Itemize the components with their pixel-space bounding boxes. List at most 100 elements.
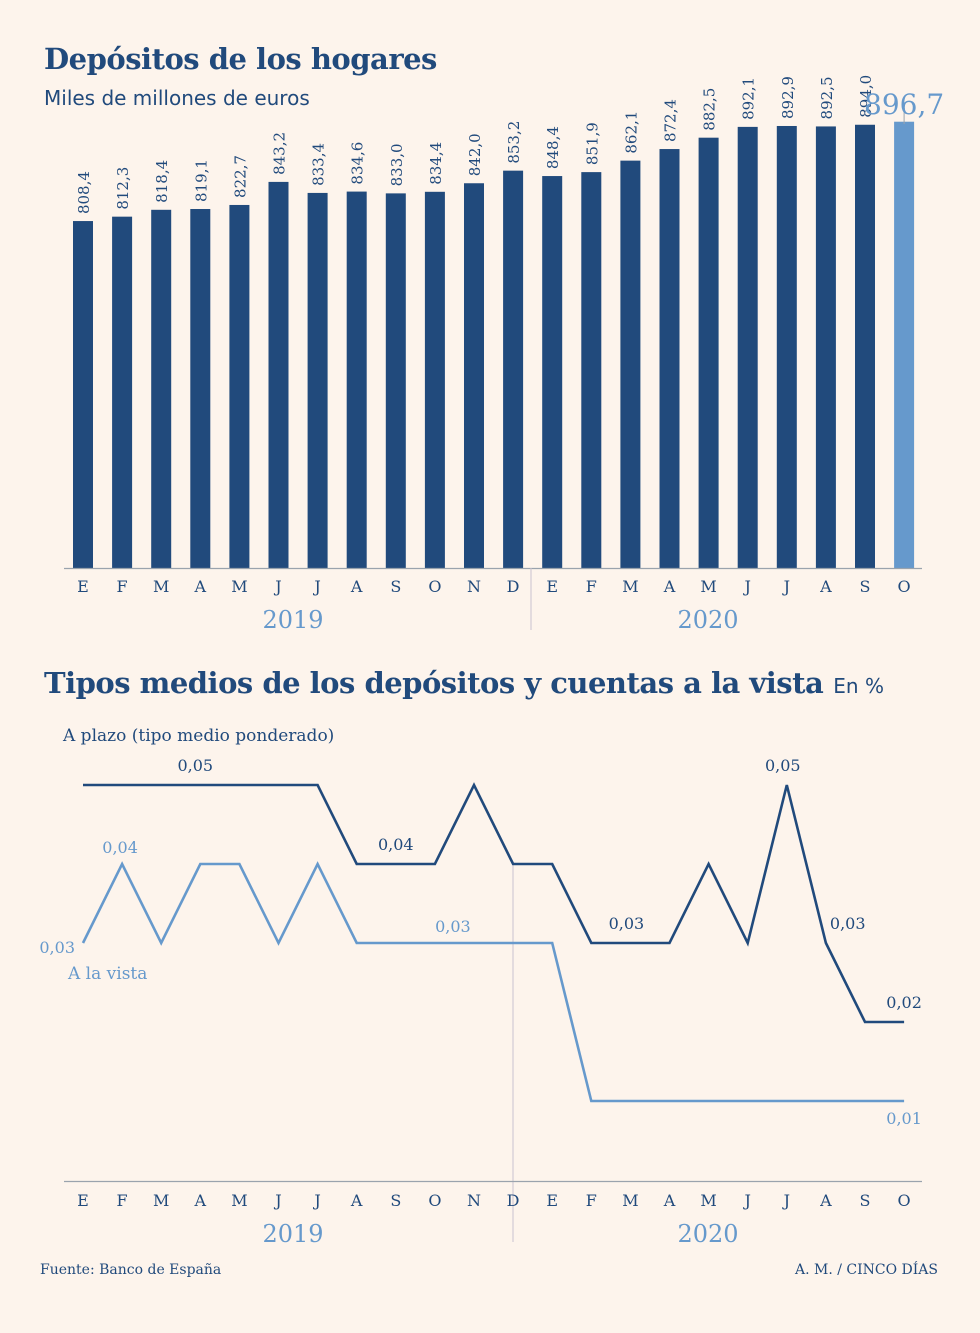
line-chart-title-text: Tipos medios de los depósitos y cuentas …	[44, 666, 824, 700]
a-plazo-value-label: 0,05	[765, 756, 801, 775]
source-note: Fuente: Banco de España	[40, 1262, 222, 1278]
bar-11	[464, 183, 484, 568]
x-tick-label: E	[77, 577, 89, 596]
bar-value-label: 862,1	[622, 111, 640, 154]
a-plazo-value-label: 0,04	[378, 835, 414, 854]
bar-3	[151, 209, 172, 569]
a-la-vista-value-label: 0,03	[435, 917, 471, 936]
bar-15	[620, 160, 641, 568]
bar-14	[581, 172, 602, 569]
a-plazo-value-label: 0,03	[609, 914, 645, 933]
bar-22	[894, 121, 915, 569]
x-tick-label: O	[898, 577, 911, 596]
x-tick-label: A	[663, 577, 676, 596]
x-tick-label: M	[700, 1191, 716, 1210]
bar-16	[659, 149, 680, 569]
a-la-vista-value-label: 0,01	[886, 1109, 922, 1128]
bar-value-label: 872,4	[662, 99, 680, 142]
x-tick-label: M	[622, 577, 638, 596]
bar-10	[424, 191, 445, 569]
bar-chart: 808,4 812,3 818,4 819,1 822,7 843,2 833,4 834,6…	[64, 75, 944, 634]
bar-value-label: 833,0	[388, 143, 406, 186]
x-tick-label: A	[663, 1191, 676, 1210]
x-tick-label: S	[390, 1191, 401, 1210]
bar-value-label: 882,5	[701, 88, 719, 131]
x-tick-label: F	[117, 1191, 128, 1210]
x-tick-label: J	[782, 1191, 790, 1210]
bar-8	[346, 191, 367, 568]
x-tick-label: D	[507, 577, 520, 596]
bar-value-label: 853,2	[505, 121, 523, 164]
bar-17	[698, 137, 719, 568]
x-tick-label: F	[117, 577, 128, 596]
bar-13	[542, 176, 563, 569]
bar-21	[855, 124, 875, 568]
x-tick-label: M	[622, 1191, 638, 1210]
bar-value-label: 808,4	[75, 171, 93, 214]
series-line-a-plazo	[83, 782, 905, 1024]
x-tick-label: O	[428, 1191, 441, 1210]
x-tick-label: M	[231, 1191, 247, 1210]
x-tick-label: O	[898, 1191, 911, 1210]
x-tick-label: M	[700, 577, 716, 596]
a-la-vista-value-label: 0,03	[39, 938, 75, 957]
bar-value-label: 843,2	[271, 132, 289, 175]
bar-5	[229, 204, 250, 568]
bar-value-label: 894,0	[857, 75, 875, 118]
a-plazo-value-label: 0,03	[830, 914, 866, 933]
x-tick-label: N	[467, 577, 481, 596]
bar-value-label: 851,9	[583, 122, 601, 165]
bar-value-label: 842,0	[466, 133, 484, 176]
bar-value-label: 812,3	[114, 167, 132, 210]
x-tick-label: J	[782, 577, 790, 596]
x-tick-label: A	[194, 1191, 207, 1210]
x-tick-label: M	[231, 577, 247, 596]
bar-2	[112, 216, 133, 568]
bar-value-label: 819,1	[192, 159, 210, 202]
year-label-2020: 2020	[677, 606, 738, 634]
bar-1	[73, 221, 93, 569]
x-tick-label: S	[390, 577, 401, 596]
credit-note: A. M. / CINCO DÍAS	[794, 1262, 938, 1278]
x-tick-label: A	[350, 577, 363, 596]
bar-7	[307, 192, 328, 569]
x-tick-label: S	[860, 577, 871, 596]
x-tick-label: A	[194, 577, 207, 596]
a-plazo-value-label: 0,05	[177, 756, 213, 775]
x-tick-label: A	[819, 577, 832, 596]
bar-value-label: 834,4	[427, 142, 445, 185]
bar-value-label: 892,9	[779, 76, 797, 119]
bar-chart-title: Depósitos de los hogares	[44, 42, 437, 76]
year-label-2020: 2020	[677, 1220, 738, 1248]
x-tick-label: J	[273, 1191, 281, 1210]
bar-9	[385, 193, 406, 568]
series-name-a-plazo: A plazo (tipo medio ponderado)	[62, 726, 334, 746]
bar-value-label-highlight: 896,7	[864, 88, 944, 121]
bar-4	[190, 209, 211, 568]
year-label-2019: 2019	[262, 1220, 323, 1248]
bar-20	[815, 126, 836, 568]
a-plazo-value-label: 0,02	[886, 993, 922, 1012]
bar-value-label: 833,4	[310, 143, 328, 186]
bar-value-label: 822,7	[231, 155, 249, 198]
bar-value-label: 848,4	[544, 126, 562, 169]
bar-value-label: 818,4	[153, 160, 171, 203]
bar-18	[737, 126, 758, 568]
year-label-2019: 2019	[262, 606, 323, 634]
bar-value-label: 892,1	[740, 77, 758, 120]
x-tick-label: N	[467, 1191, 481, 1210]
a-la-vista-value-label: 0,04	[102, 838, 138, 857]
x-tick-label: F	[586, 577, 597, 596]
x-tick-label: E	[546, 577, 558, 596]
x-tick-label: D	[507, 1191, 520, 1210]
series-name-a-la-vista: A la vista	[67, 964, 147, 984]
x-tick-label: E	[546, 1191, 558, 1210]
x-tick-label: E	[77, 1191, 89, 1210]
x-tick-label: J	[742, 577, 750, 596]
line-chart-title: Tipos medios de los depósitos y cuentas …	[44, 666, 884, 700]
x-tick-label: M	[153, 1191, 169, 1210]
x-tick-label: S	[860, 1191, 871, 1210]
x-tick-label: M	[153, 577, 169, 596]
line-chart-unit: En %	[833, 674, 884, 698]
